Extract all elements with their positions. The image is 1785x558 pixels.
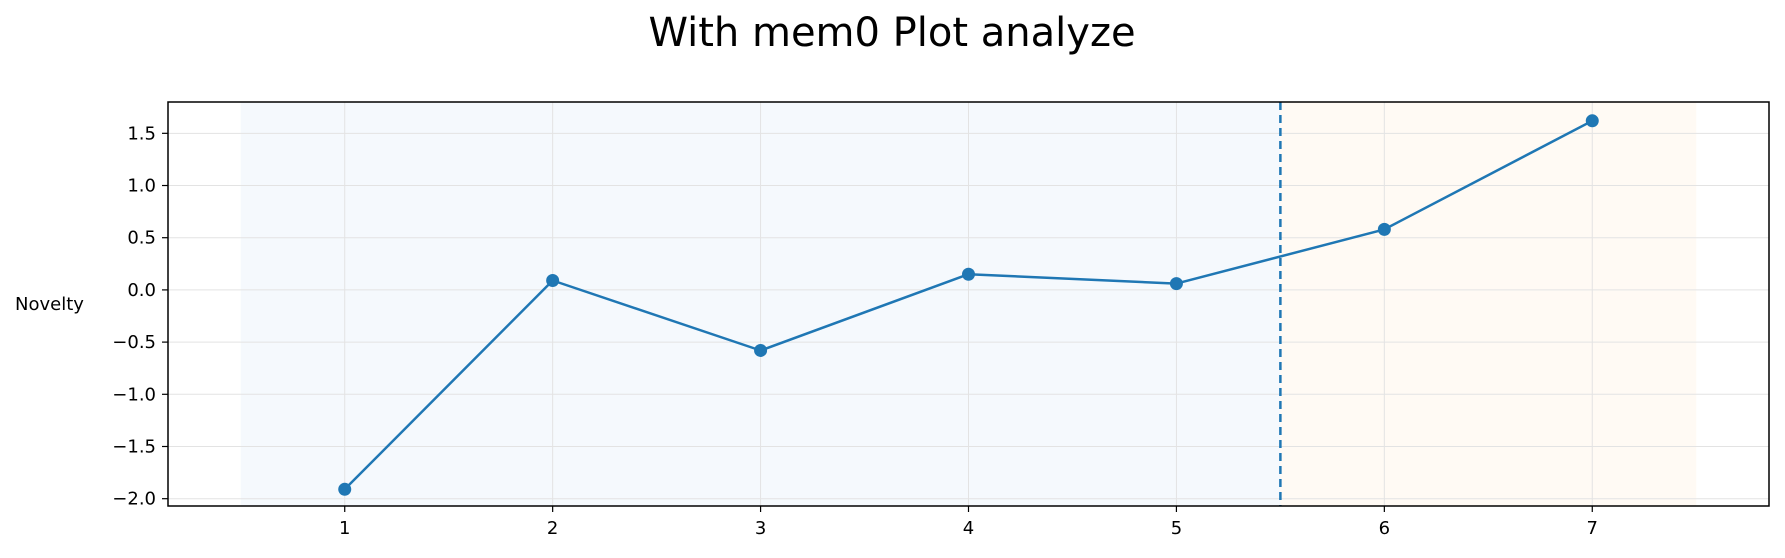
y-tick-label: −0.5 xyxy=(112,332,156,353)
shaded-region-2 xyxy=(1280,102,1697,506)
y-tick-label: −1.0 xyxy=(112,384,156,405)
y-tick-label: 1.5 xyxy=(127,123,156,144)
y-tick-label: −2.0 xyxy=(112,489,156,510)
x-tick-label: 4 xyxy=(963,518,974,539)
data-point-2 xyxy=(546,274,560,288)
x-tick-label: 6 xyxy=(1379,518,1390,539)
y-axis-label: Novelty xyxy=(15,294,84,315)
chart-title: With mem0 Plot analyze xyxy=(648,10,1135,56)
x-tick-label: 3 xyxy=(755,518,766,539)
x-tick-label: 2 xyxy=(547,518,558,539)
data-point-5 xyxy=(1169,277,1183,291)
y-tick-label: 0.0 xyxy=(127,280,156,301)
x-tick-label: 1 xyxy=(339,518,350,539)
data-point-1 xyxy=(338,482,352,496)
y-tick-label: 1.0 xyxy=(127,176,156,197)
data-point-3 xyxy=(754,343,768,357)
y-tick-label: −1.5 xyxy=(112,436,156,457)
data-point-4 xyxy=(962,267,975,281)
x-tick-label: 7 xyxy=(1587,518,1598,539)
data-point-7 xyxy=(1585,114,1599,128)
x-tick-label: 5 xyxy=(1171,518,1182,539)
series xyxy=(338,114,1599,496)
grid xyxy=(168,102,1769,506)
axis-ticks: 1 2 3 4 5 6 7 −2.0 −1.5 −1.0 −0.5 0.0 0.5 1.0 1.5 xyxy=(112,123,1598,539)
data-point-6 xyxy=(1377,222,1391,236)
y-tick-label: 0.5 xyxy=(127,228,156,249)
